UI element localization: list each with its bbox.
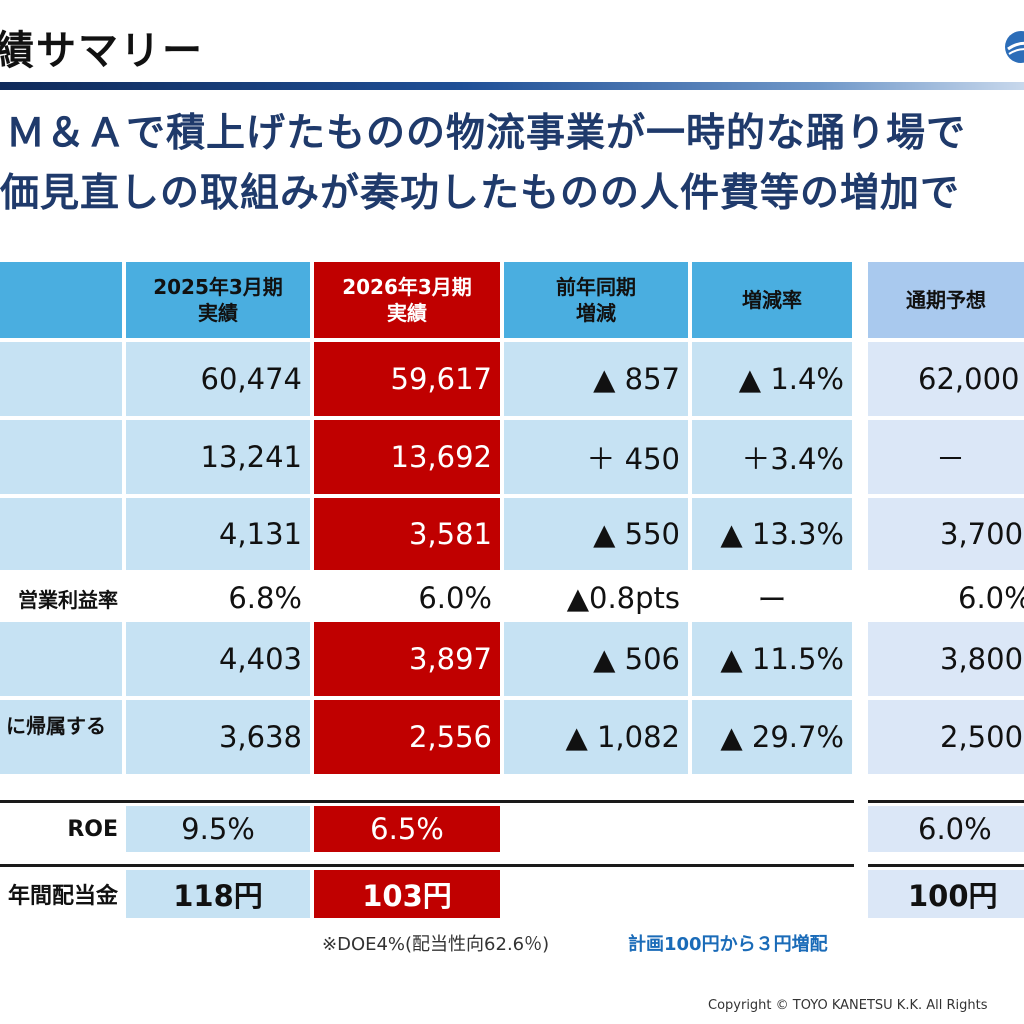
header-prev-year-label: 2025年3月期 <box>153 275 283 299</box>
header-yoy-diff-sub: 増減 <box>576 301 616 325</box>
cell-prev: 60,474 <box>126 342 310 416</box>
row-label-dividend: 年間配当金 <box>7 884 118 909</box>
header-prev-year-sub: 実績 <box>198 301 238 325</box>
cell-rate: ▲ 29.7% <box>692 700 852 774</box>
cell-forecast: 62,000 <box>868 342 1024 416</box>
cell-forecast: 6.0% <box>958 581 1024 615</box>
cell-curr: 13,692 <box>314 420 500 494</box>
cell-diff: ▲ 857 <box>504 342 688 416</box>
header-yoy-diff-label: 前年同期 <box>556 275 636 299</box>
cell-diff: ＋ 450 <box>504 420 688 494</box>
dividend-curr: 103円 <box>314 870 500 918</box>
row-label-cell <box>0 342 122 416</box>
headline: Ｍ＆Ａで積上げたものの物流事業が一時的な踊り場で 価見直しの取組みが奏功したもの… <box>0 104 1024 224</box>
cell-prev: 3,638 <box>126 700 310 774</box>
company-logo-icon <box>1004 30 1024 64</box>
row-label-operating-margin: 営業利益率 <box>18 587 118 612</box>
header-change-rate: 増減率 <box>692 262 852 338</box>
header-forecast-label: 通期予想 <box>906 288 986 312</box>
page-title: 績サマリー <box>0 28 204 74</box>
row-label-cell <box>0 622 122 696</box>
header-yoy-diff: 前年同期 増減 <box>504 262 688 338</box>
row-label-cell <box>0 420 122 494</box>
cell-prev: 4,131 <box>126 498 310 570</box>
cell-forecast: 3,700 <box>868 498 1024 570</box>
cell-forecast: 2,500 <box>868 700 1024 774</box>
cell-prev: 13,241 <box>126 420 310 494</box>
doe-note: ※DOE4%(配当性向62.6％) <box>322 934 550 955</box>
dividend-forecast: 100円 <box>868 870 1024 918</box>
cell-diff: ▲ 550 <box>504 498 688 570</box>
cell-rate: ▲ 13.3% <box>692 498 852 570</box>
separator-line <box>0 864 854 867</box>
header-curr-year: 2026年3月期 実績 <box>314 262 500 338</box>
title-underline <box>0 82 1024 90</box>
cell-curr: 3,581 <box>314 498 500 570</box>
cell-rate: ▲ 11.5% <box>692 622 852 696</box>
cell-curr: 3,897 <box>314 622 500 696</box>
roe-prev: 9.5% <box>126 806 310 852</box>
cell-rate: ▲ 1.4% <box>692 342 852 416</box>
cell-prev: 6.8% <box>228 581 302 615</box>
header-change-rate-label: 増減率 <box>742 288 802 312</box>
row-label-roe: ROE <box>67 816 118 842</box>
roe-curr: 6.5% <box>314 806 500 852</box>
headline-line-2: 価見直しの取組みが奏功したものの人件費等の増加で <box>0 171 961 216</box>
cell-diff: ▲ 1,082 <box>504 700 688 774</box>
row-label-cell <box>0 498 122 570</box>
separator-line <box>868 864 1024 867</box>
header-prev-year: 2025年3月期 実績 <box>126 262 310 338</box>
cell-diff: ▲ 506 <box>504 622 688 696</box>
cell-curr: 59,617 <box>314 342 500 416</box>
cell-forecast: 3,800 <box>868 622 1024 696</box>
cell-diff: ▲0.8pts <box>566 581 680 615</box>
header-curr-year-label: 2026年3月期 <box>342 275 472 299</box>
cell-rate: ー <box>757 583 787 617</box>
copyright: Copyright © TOYO KANETSU K.K. All Rights <box>708 998 988 1013</box>
cell-prev: 4,403 <box>126 622 310 696</box>
header-curr-year-sub: 実績 <box>387 301 427 325</box>
separator-line <box>0 800 854 803</box>
cell-curr: 2,556 <box>314 700 500 774</box>
cell-forecast: － <box>868 420 1024 494</box>
cell-curr: 6.0% <box>418 581 492 615</box>
cell-rate: ＋3.4% <box>692 420 852 494</box>
header-forecast: 通期予想 <box>868 262 1024 338</box>
header-label-cell <box>0 262 122 338</box>
dividend-prev: 118円 <box>126 870 310 918</box>
separator-line <box>868 800 1024 803</box>
headline-line-1: Ｍ＆Ａで積上げたものの物流事業が一時的な踊り場で <box>6 111 967 156</box>
row-label-attributable: に帰属する <box>0 700 122 774</box>
plan-note: 計画100円から３円増配 <box>628 934 828 955</box>
roe-forecast: 6.0% <box>868 806 1024 852</box>
